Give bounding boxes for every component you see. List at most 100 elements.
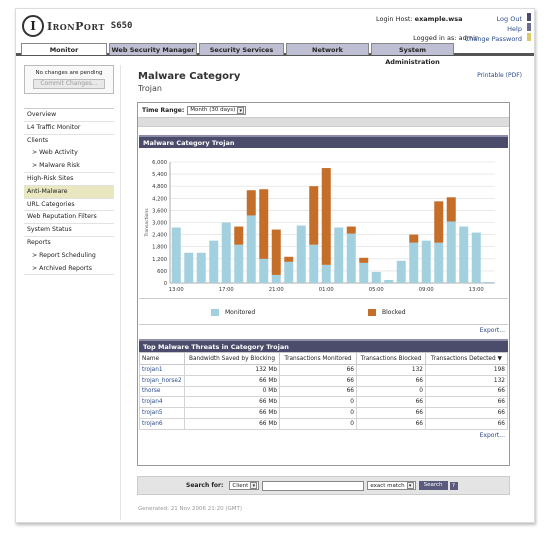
tab-security-services[interactable]: Security Services: [199, 43, 284, 55]
bar-monitored: [321, 264, 331, 283]
cell-name: thorse: [139, 385, 185, 398]
table-row: trojan_horse2 66 Mb 66 66 132: [139, 374, 508, 387]
search-scope-value: Client: [232, 482, 249, 489]
help-link[interactable]: Help: [507, 25, 522, 33]
table-section-header: Top Malware Threats in Category Trojan: [139, 339, 508, 352]
y-tick-label: 600: [157, 269, 167, 275]
sidebar-item-web-activity[interactable]: > Web Activity: [32, 149, 78, 157]
col-transactions-blocked[interactable]: Transactions Blocked: [356, 352, 426, 365]
printable-pdf-link[interactable]: Printable (PDF): [477, 72, 522, 79]
commit-changes-button[interactable]: Commit Changes...: [33, 79, 105, 89]
tab-web-security-manager[interactable]: Web Security Manager: [109, 43, 197, 55]
bar-monitored: [409, 242, 419, 283]
report-panel: Time Range: Month (30 days) ▾ Malware Ca…: [137, 102, 510, 466]
cell-name: trojan5: [139, 407, 185, 419]
col-name[interactable]: Name: [139, 352, 185, 365]
sidebar-item-high-risk-sites[interactable]: High-Risk Sites: [24, 173, 114, 186]
sidebar-item-web-reputation-filters[interactable]: Web Reputation Filters: [24, 211, 114, 225]
threat-name-link[interactable]: thorse: [142, 388, 161, 395]
main-tabs: Monitor Web Security Manager Security Se…: [16, 43, 534, 66]
cell-transactions-monitored: 66: [279, 385, 357, 398]
bar-monitored: [396, 260, 406, 283]
sidebar-item-overview[interactable]: Overview: [24, 109, 114, 122]
x-tick-label: 13:00: [169, 287, 184, 293]
bar-monitored: [309, 244, 319, 283]
logout-link[interactable]: Log Out: [496, 15, 522, 23]
pending-changes-box: No changes are pending Commit Changes...: [24, 65, 114, 94]
bar-monitored: [421, 240, 431, 283]
table-row: trojan4 66 Mb 0 66 66: [139, 396, 508, 409]
bar-blocked: [259, 189, 269, 259]
sidebar-item-malware-risk[interactable]: > Malware Risk: [24, 160, 114, 173]
search-input[interactable]: [262, 480, 365, 491]
chevron-down-icon: ▾: [250, 482, 258, 489]
search-bar: Search for: Client ▾ exact match ▾ Searc…: [137, 476, 510, 495]
x-tick-label: 21:00: [269, 287, 284, 293]
bar-blocked: [234, 226, 244, 245]
col-transactions-detected[interactable]: Transactions Detected ▼: [425, 352, 508, 365]
header-links: Log Out Help Change Password: [465, 14, 522, 44]
search-scope-select[interactable]: Client ▾: [229, 481, 260, 490]
y-tick-label: 2,400: [152, 233, 167, 239]
time-range-select[interactable]: Month (30 days) ▾: [187, 105, 247, 115]
tab-network[interactable]: Network: [286, 43, 369, 55]
threat-name-link[interactable]: trojan6: [142, 420, 163, 427]
sidebar-item-l4-traffic-monitor[interactable]: L4 Traffic Monitor: [24, 122, 114, 135]
chart-export-link[interactable]: Export...: [479, 327, 505, 334]
threat-name-link[interactable]: trojan5: [142, 410, 163, 417]
y-tick-label: 1,800: [152, 245, 167, 251]
col-transactions-monitored[interactable]: Transactions Monitored: [279, 352, 357, 365]
page-title: Malware Category: [138, 71, 241, 82]
threats-table: Name Bandwidth Saved by Blocking Transac…: [139, 352, 508, 430]
bar-monitored: [184, 252, 194, 283]
sidebar-item-url-categories[interactable]: URL Categories: [24, 199, 114, 212]
sidebar-item-clients[interactable]: Clients: [27, 136, 49, 144]
help-icon[interactable]: ?: [449, 481, 458, 490]
sidebar-item-anti-malware[interactable]: Anti-Malware: [24, 185, 114, 199]
cell-bandwidth-saved: 0 Mb: [184, 385, 280, 398]
threat-name-link[interactable]: trojan1: [142, 366, 163, 373]
threat-name-link[interactable]: trojan_horse2: [142, 377, 182, 384]
bar-monitored: [346, 233, 356, 283]
cell-transactions-monitored: 66: [279, 374, 357, 387]
tab-monitor[interactable]: Monitor: [21, 43, 107, 55]
table-row: trojan1 132 Mb 66 132 198: [139, 364, 508, 376]
chart-legend: Monitored Blocked: [139, 299, 508, 325]
y-tick-label: 3,600: [152, 208, 167, 214]
match-type-select[interactable]: exact match ▾: [367, 481, 416, 490]
match-type-value: exact match: [370, 482, 405, 489]
cell-name: trojan1: [139, 364, 185, 376]
bar-monitored: [209, 240, 219, 283]
cell-transactions-monitored: 66: [279, 364, 357, 376]
sidebar-item-report-scheduling[interactable]: > Report Scheduling: [32, 251, 96, 259]
cell-transactions-blocked: 0: [356, 385, 426, 398]
bar-monitored: [359, 262, 369, 283]
corner-decoration: [527, 13, 532, 43]
bar-monitored: [434, 242, 444, 283]
col-bandwidth-saved[interactable]: Bandwidth Saved by Blocking: [184, 352, 280, 365]
cell-transactions-blocked: 66: [356, 374, 426, 387]
bar-blocked: [321, 168, 331, 265]
chart-svg: 0 600 1,200 1,800 2,400 3,000 3,600 4,200 4,800 5…: [144, 160, 495, 293]
cell-transactions-detected: 198: [425, 364, 508, 376]
tab-system-administration[interactable]: System Administration: [371, 43, 454, 66]
chevron-down-icon: ▾: [237, 106, 245, 114]
bar-monitored: [471, 232, 481, 283]
table-export-link[interactable]: Export...: [479, 431, 505, 439]
model-name: S650: [110, 21, 133, 31]
cell-name: trojan6: [139, 417, 185, 430]
sidebar-nav: Overview L4 Traffic Monitor Clients > We…: [24, 108, 114, 276]
sidebar-item-archived-reports[interactable]: > Archived Reports: [24, 263, 114, 276]
logged-in-user: admin: [458, 34, 479, 42]
sidebar-item-system-status[interactable]: System Status: [24, 224, 114, 237]
cell-bandwidth-saved: 66 Mb: [184, 417, 280, 430]
cell-transactions-detected: 132: [425, 374, 508, 387]
change-password-link[interactable]: Change Password: [464, 35, 522, 43]
search-button[interactable]: Search: [418, 481, 448, 490]
bar-monitored: [296, 225, 306, 283]
toolbar-strip: [138, 117, 509, 127]
sidebar: No changes are pending Commit Changes...…: [24, 65, 114, 276]
sidebar-item-reports[interactable]: Reports: [27, 238, 51, 246]
table-row: trojan5 66 Mb 0 66 66: [139, 407, 508, 419]
threat-name-link[interactable]: trojan4: [142, 399, 163, 406]
